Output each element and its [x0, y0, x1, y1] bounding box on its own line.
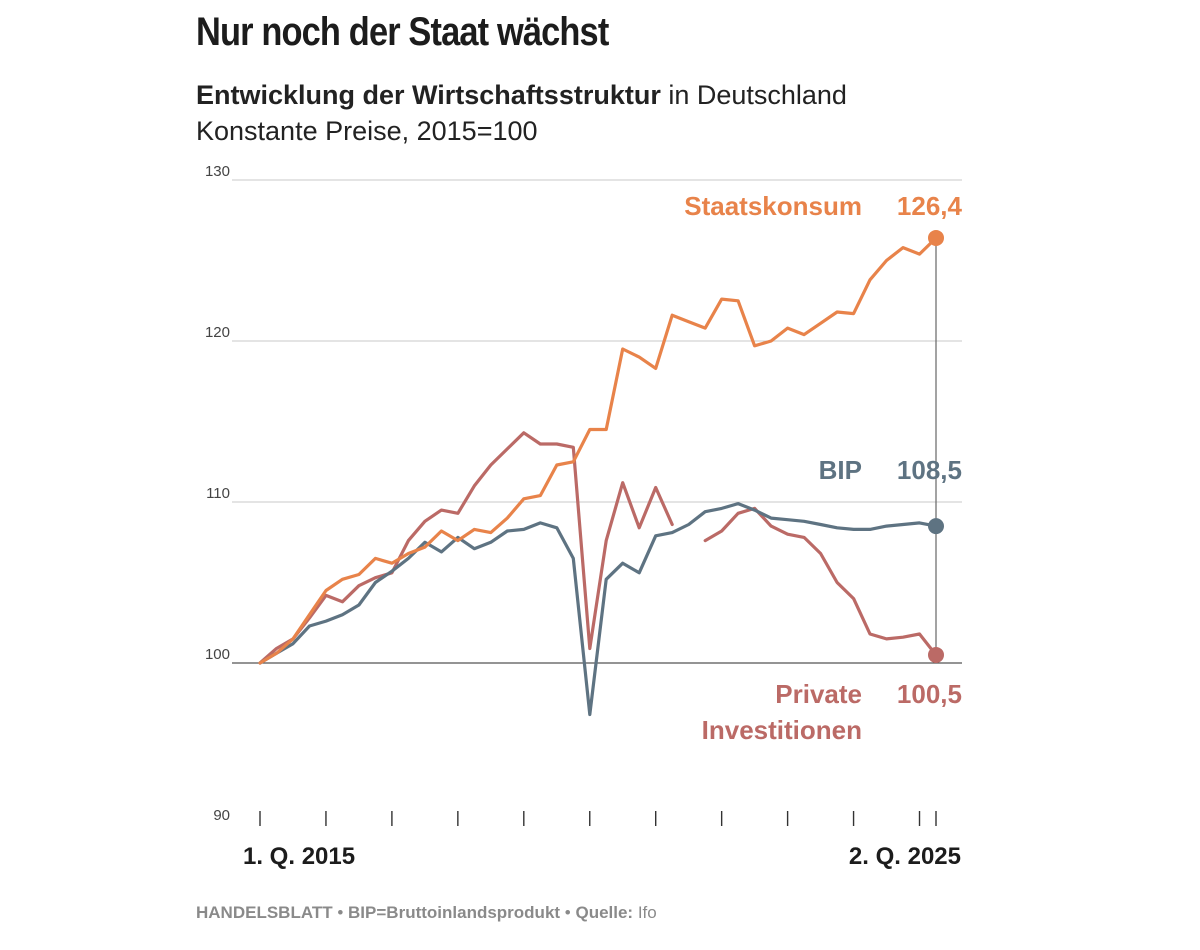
line-chart: 90 100 110 120 130 1. Q. 2015 2. Q. 2025 Staa…: [205, 163, 963, 870]
end-point-bip: [928, 518, 944, 535]
chart-footer: HANDELSBLATT • BIP=Bruttoinlandsprodukt …: [196, 903, 657, 923]
chart-subtitle: Entwicklung der Wirtschaftsstruktur in D…: [196, 80, 847, 111]
x-tick-label-start: 1. Q. 2015: [243, 843, 355, 870]
chart-title: Nur noch der Staat wächst: [196, 10, 609, 54]
series-label-private-line1: Private: [775, 679, 862, 709]
y-tick-label: 110: [206, 485, 230, 502]
value-label-staatskonsum: 126,4: [897, 191, 963, 221]
value-label-bip: 108,5: [897, 455, 962, 485]
series-line-staatskonsum: [258, 236, 938, 665]
series-labels: Staatskonsum 126,4 BIP 108,5 Private Investit…: [684, 191, 962, 745]
footer-separator: •: [332, 903, 349, 922]
y-tick-label: 120: [205, 324, 230, 341]
series-label-bip: BIP: [819, 455, 862, 485]
footer-abbreviation: BIP=Bruttoinlandsprodukt: [348, 903, 561, 922]
subtitle-bold: Entwicklung der Wirtschaftsstruktur: [196, 80, 661, 110]
footer-publisher: HANDELSBLATT: [196, 903, 333, 922]
grid-layer: 90 100 110 120 130: [205, 163, 962, 824]
footer-separator: •: [560, 903, 576, 922]
series-label-staatskonsum: Staatskonsum: [684, 191, 862, 221]
y-tick-label: 130: [205, 163, 230, 180]
end-point-private-investitionen: [928, 646, 944, 663]
series-lines: [258, 229, 944, 717]
series-line-bip: [258, 502, 938, 717]
chart-unit-note: Konstante Preise, 2015=100: [196, 116, 538, 146]
series-line-private-investitionen: [258, 431, 938, 665]
footer-source: Ifo: [633, 903, 657, 922]
series-label-private-line2: Investitionen: [702, 715, 862, 745]
y-tick-label: 90: [213, 807, 230, 824]
x-axis: 1. Q. 2015 2. Q. 2025: [243, 811, 961, 870]
subtitle-rest: in Deutschland: [660, 80, 847, 110]
x-tick-label-end: 2. Q. 2025: [849, 843, 961, 870]
end-point-staatskonsum: [928, 229, 944, 246]
footer-source-label: Quelle:: [575, 903, 634, 922]
y-tick-label: 100: [205, 646, 230, 663]
value-label-private: 100,5: [897, 679, 962, 709]
